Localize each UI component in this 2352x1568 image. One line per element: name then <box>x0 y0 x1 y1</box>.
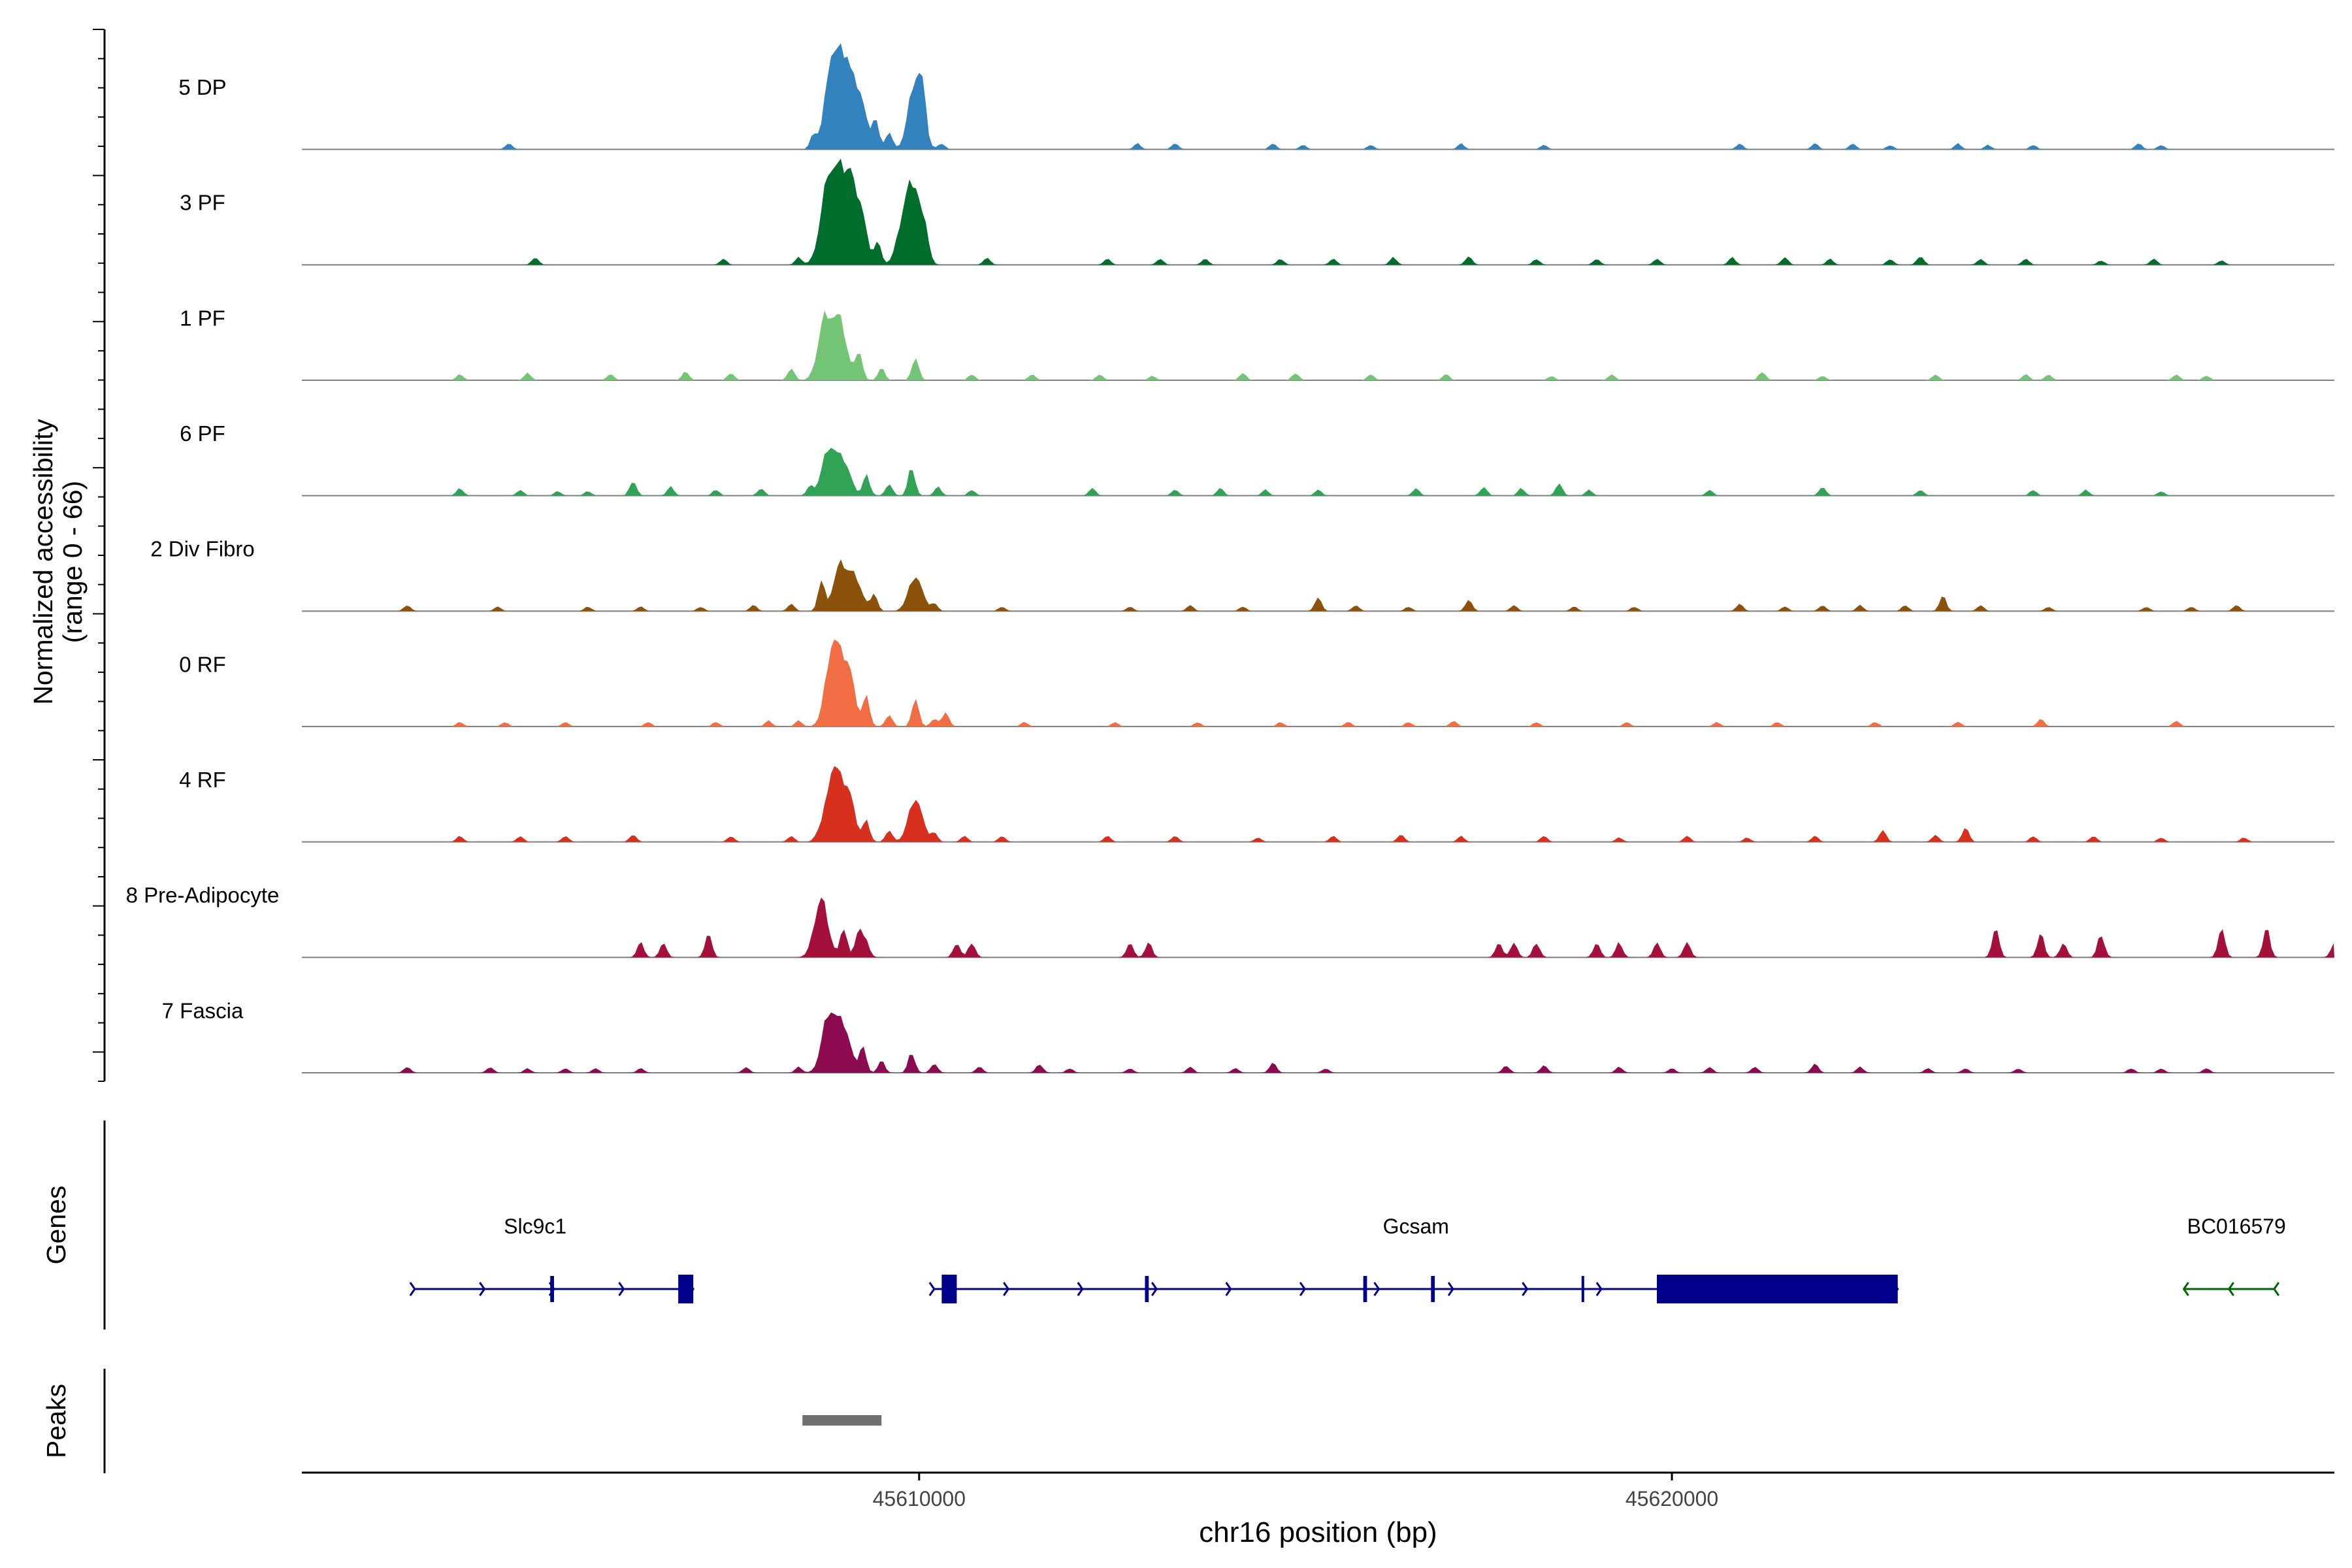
y-axis-label: Normalized accessibility <box>28 419 58 705</box>
track-label: 3 PF <box>180 191 225 215</box>
track-label: 7 Fascia <box>162 998 244 1022</box>
y-axis <box>93 29 106 1082</box>
strand-chevron <box>1522 1282 1529 1296</box>
coverage-track: 8 Pre-Adipocyte <box>126 883 2334 958</box>
gene-exon <box>1363 1276 1367 1302</box>
track-label: 5 DP <box>178 75 226 99</box>
coverage-area <box>302 158 2334 265</box>
peaks-track-label: Peaks <box>41 1384 71 1458</box>
strand-chevron <box>2227 1282 2234 1296</box>
gene-exon <box>1431 1276 1435 1302</box>
strand-chevron <box>479 1282 486 1296</box>
strand-chevron <box>1595 1282 1603 1296</box>
track-label: 4 RF <box>179 768 226 792</box>
coverage-area <box>302 766 2334 842</box>
coverage-track: 3 PF <box>180 158 2334 266</box>
coverage-track: 5 DP <box>178 43 2334 150</box>
coverage-track: 0 RF <box>179 639 2334 727</box>
coverage-area <box>302 639 2334 727</box>
gene-label: BC016579 <box>2187 1215 2286 1238</box>
strand-chevron <box>409 1282 416 1296</box>
track-label: 1 PF <box>180 306 225 330</box>
track-label: 6 PF <box>180 421 225 446</box>
strand-chevron <box>618 1282 625 1296</box>
x-axis: 45610000 45620000 <box>302 1471 2334 1511</box>
gene-exon <box>1145 1276 1149 1302</box>
gene-exon <box>678 1275 694 1303</box>
gene-label: Slc9c1 <box>504 1215 566 1238</box>
coverage-track: 4 RF <box>179 766 2334 843</box>
gene-annotation-track: Slc9c1 Gcsam BC016579 <box>103 1120 2286 1330</box>
gene-model: Gcsam <box>928 1215 1899 1303</box>
coverage-tracks: 5 DP 3 PF 1 PF 6 PF 2 Div Fibro 0 RF 4 RF 8 Pre… <box>126 43 2334 1073</box>
x-tick-label: 45610000 <box>873 1487 966 1511</box>
gene-label: Gcsam <box>1383 1215 1449 1238</box>
strand-chevron <box>1373 1282 1380 1296</box>
coverage-track: 1 PF <box>180 306 2334 381</box>
coverage-area <box>302 448 2334 496</box>
gene-exon <box>550 1276 554 1302</box>
gene-model: Slc9c1 <box>409 1215 694 1303</box>
gene-exon <box>1581 1276 1584 1302</box>
coverage-track: 2 Div Fibro <box>150 537 2334 612</box>
strand-chevron <box>2182 1282 2189 1296</box>
gene-model: BC016579 <box>2182 1215 2286 1296</box>
coverage-area <box>302 897 2334 958</box>
strand-chevron <box>928 1282 936 1296</box>
strand-chevron <box>1299 1282 1306 1296</box>
strand-chevron <box>1151 1282 1158 1296</box>
track-label: 0 RF <box>179 652 226 676</box>
genes-track-label: Genes <box>41 1186 71 1265</box>
track-label: 8 Pre-Adipocyte <box>126 883 280 907</box>
gene-exon <box>941 1275 957 1303</box>
track-label: 2 Div Fibro <box>150 537 255 561</box>
coverage-area <box>302 43 2334 150</box>
strand-chevron <box>1003 1282 1010 1296</box>
x-tick-label: 45620000 <box>1625 1487 1718 1511</box>
coverage-track: 6 PF <box>180 421 2334 497</box>
strand-chevron <box>1077 1282 1084 1296</box>
coverage-area <box>302 559 2334 612</box>
peak-region <box>802 1415 882 1426</box>
strand-chevron <box>1225 1282 1232 1296</box>
strand-chevron <box>1447 1282 1454 1296</box>
coverage-area <box>302 310 2334 380</box>
gene-exon <box>1657 1275 1898 1303</box>
x-axis-label: chr16 position (bp) <box>1199 1516 1437 1548</box>
coverage-track: 7 Fascia <box>162 998 2334 1073</box>
coverage-area <box>302 1012 2334 1073</box>
peak-region-track <box>103 1369 882 1473</box>
y-axis-range-label: (range 0 - 66) <box>57 481 88 643</box>
strand-chevron <box>2272 1282 2280 1296</box>
